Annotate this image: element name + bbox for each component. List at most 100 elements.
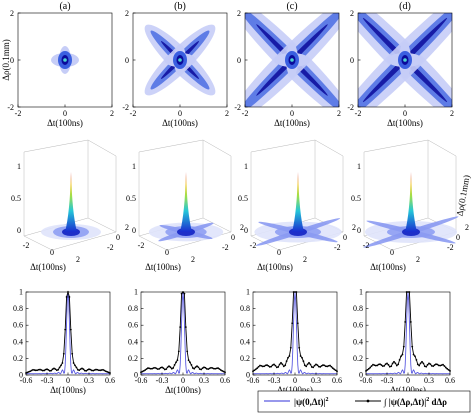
series-black-point bbox=[380, 364, 383, 366]
heatmap-xtick-label: 2 bbox=[110, 109, 114, 118]
series-black-point bbox=[377, 363, 380, 366]
surface-xtick-label: 0 bbox=[277, 248, 281, 257]
series-blue bbox=[25, 292, 111, 375]
series-black-point bbox=[194, 366, 197, 369]
surface-ytick-label: 2 bbox=[240, 223, 244, 232]
series-black-point bbox=[384, 363, 387, 366]
profile-frame bbox=[25, 291, 111, 376]
surface-ztick-label: 0 bbox=[357, 226, 361, 235]
heatmap-body bbox=[144, 24, 216, 96]
series-black-point bbox=[190, 364, 193, 366]
series-black-point bbox=[260, 365, 263, 367]
profile-ytick-label: 0.4 bbox=[13, 337, 23, 346]
profile-panel-0: -0.6 -0.3 0 0.3 0.6 0 0.2 0.4 0.6 0.8 1 Δt(100ns) bbox=[13, 288, 115, 396]
series-black-point bbox=[256, 367, 259, 370]
series-black-point bbox=[366, 368, 369, 371]
profile-frame bbox=[252, 291, 338, 376]
series-black-point bbox=[82, 368, 85, 371]
series-black-point bbox=[316, 364, 319, 366]
series-blue bbox=[252, 292, 338, 375]
series-black-point bbox=[106, 371, 109, 373]
series-black-point bbox=[444, 366, 447, 369]
surface-box-edge bbox=[138, 235, 168, 251]
profile-ytick-label: 1 bbox=[359, 288, 363, 297]
series-black-point bbox=[95, 368, 97, 371]
series-black-point bbox=[391, 362, 394, 365]
profile-panel-2: -0.6 -0.3 0 0.3 0.6 0 0.2 0.4 0.6 0.8 1 Δt(100ns) bbox=[240, 288, 342, 396]
series-black-point bbox=[387, 363, 390, 366]
profile-xtick-label: -0.6 bbox=[135, 376, 148, 385]
surface-ytick-label: 0 bbox=[456, 233, 460, 242]
series-black-point bbox=[411, 345, 414, 348]
series-black-point bbox=[370, 365, 373, 367]
series-black-point bbox=[55, 369, 58, 372]
series-black-point bbox=[107, 371, 110, 374]
series-black-point bbox=[373, 364, 376, 366]
surface-box-edge bbox=[87, 217, 117, 233]
heatmap-panel-3: -2 0 2 2 0 -2 Δt(100ns) (d) bbox=[347, 1, 454, 128]
series-black-point bbox=[68, 296, 71, 298]
heatmap-body bbox=[51, 46, 79, 74]
surface-ytick-label: -2 bbox=[447, 243, 454, 252]
heatmap-xtick-label: -2 bbox=[242, 109, 249, 118]
profile-ytick-label: 0.6 bbox=[240, 321, 250, 330]
series-black-point bbox=[179, 326, 182, 328]
series-black-point bbox=[144, 369, 147, 371]
surface-ytick-label: 2 bbox=[125, 223, 129, 232]
surface-ztick-label: 1 bbox=[244, 162, 248, 171]
heatmap-xtick-label: 2 bbox=[450, 109, 454, 118]
surface-xlabel: Δt(100ns) bbox=[257, 262, 293, 272]
profile-xlabel: Δt(100ns) bbox=[390, 385, 426, 395]
series-black-point bbox=[429, 363, 432, 366]
panel-label: (a) bbox=[59, 1, 70, 12]
series-blue bbox=[365, 292, 451, 375]
series-black-point bbox=[397, 363, 400, 366]
series-black-point bbox=[169, 366, 172, 369]
series-black-point bbox=[421, 360, 423, 363]
series-black-point bbox=[447, 368, 450, 371]
heatmap-xtick-label: 2 bbox=[337, 109, 341, 118]
series-black-point bbox=[211, 367, 214, 369]
series-black-point bbox=[71, 352, 74, 355]
series-black-point bbox=[103, 369, 106, 372]
series-black-point bbox=[200, 368, 203, 371]
series-black-point bbox=[261, 365, 264, 368]
series-black-point bbox=[313, 364, 316, 367]
series-black-point bbox=[100, 369, 103, 371]
series-black-point bbox=[425, 365, 428, 368]
series-black-point bbox=[30, 369, 33, 372]
surface-box-edge bbox=[51, 231, 117, 251]
surface-ztick-label: 0.5 bbox=[11, 194, 21, 203]
series-black-point bbox=[32, 368, 34, 371]
profile-ytick-label: 0.8 bbox=[128, 304, 138, 313]
series-black-point bbox=[148, 367, 151, 370]
series-black-point bbox=[147, 367, 149, 369]
heatmap-ylabel: Δρ(0.1mm) bbox=[1, 39, 11, 81]
series-black-point bbox=[436, 363, 439, 366]
series-black-point bbox=[435, 363, 437, 366]
series-black-point bbox=[62, 352, 65, 355]
series-black-point bbox=[334, 369, 337, 372]
series-black-point bbox=[446, 367, 449, 370]
series-black-point bbox=[47, 369, 50, 371]
series-black-point bbox=[177, 350, 180, 353]
profile-xtick-label: 0 bbox=[66, 376, 70, 385]
surface-xtick-label: 2 bbox=[416, 255, 420, 264]
series-black-point bbox=[152, 367, 155, 369]
heatmap-xtick-label: -2 bbox=[15, 109, 22, 118]
profile-ytick-label: 0.2 bbox=[128, 354, 138, 363]
series-black-point bbox=[61, 362, 64, 364]
series-black-point bbox=[89, 368, 92, 371]
heatmap-xlabel: Δt(100ns) bbox=[387, 118, 423, 128]
series-black-point bbox=[404, 321, 407, 323]
series-black-point bbox=[198, 368, 201, 371]
series-black-point bbox=[43, 369, 46, 372]
surface-xlabel: Δt(100ns) bbox=[30, 262, 66, 272]
series-black-point bbox=[180, 292, 183, 295]
series-black-point bbox=[221, 369, 224, 372]
series-black-point bbox=[208, 367, 211, 370]
series-black-point bbox=[423, 365, 426, 368]
